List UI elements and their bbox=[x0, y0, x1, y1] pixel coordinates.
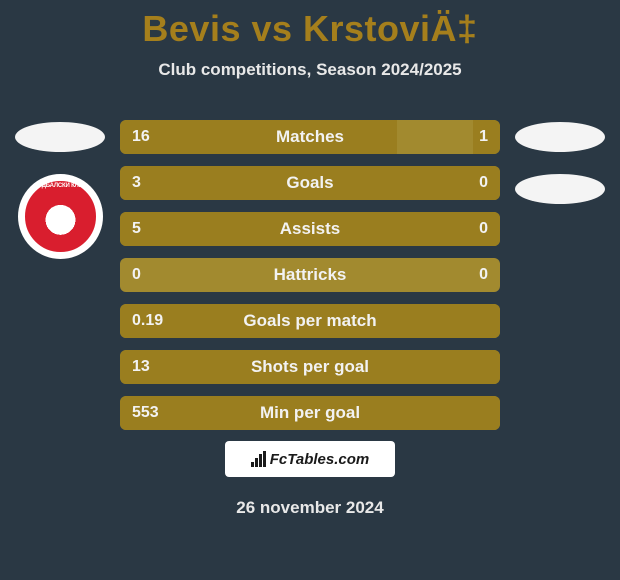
right-player-column bbox=[500, 120, 620, 430]
stats-area: ФУДБАЛСКИ КЛУБ 16Matches1 3Goals0 5Assists… bbox=[0, 120, 620, 430]
stat-row: 3Goals0 bbox=[120, 166, 500, 200]
stat-label: Matches bbox=[120, 127, 500, 147]
stat-right-value: 0 bbox=[479, 174, 488, 192]
stat-row: 16Matches1 bbox=[120, 120, 500, 154]
stat-label: Hattricks bbox=[120, 265, 500, 285]
stat-bars: 16Matches13Goals05Assists00Hattricks00.1… bbox=[120, 120, 500, 430]
stat-label: Shots per goal bbox=[120, 357, 500, 377]
stat-label: Assists bbox=[120, 219, 500, 239]
subtitle: Club competitions, Season 2024/2025 bbox=[0, 60, 620, 80]
stat-row: 553Min per goal bbox=[120, 396, 500, 430]
stat-row: 0Hattricks0 bbox=[120, 258, 500, 292]
source-badge: FcTables.com bbox=[225, 441, 395, 477]
stat-right-value: 0 bbox=[479, 220, 488, 238]
stat-right-value: 1 bbox=[479, 128, 488, 146]
stat-label: Goals bbox=[120, 173, 500, 193]
page-title: Bevis vs KrstoviÄ‡ bbox=[0, 0, 620, 50]
stat-label: Min per goal bbox=[120, 403, 500, 423]
bars-icon bbox=[251, 451, 266, 467]
stat-row: 0.19Goals per match bbox=[120, 304, 500, 338]
shield-icon bbox=[25, 181, 96, 252]
date-line: 26 november 2024 bbox=[0, 498, 620, 518]
player-right-club-oval bbox=[515, 174, 605, 204]
stat-row: 13Shots per goal bbox=[120, 350, 500, 384]
club-logo-text: ФУДБАЛСКИ КЛУБ bbox=[21, 183, 100, 189]
stat-right-value: 0 bbox=[479, 266, 488, 284]
player-left-club-logo: ФУДБАЛСКИ КЛУБ bbox=[18, 174, 103, 259]
source-label: FcTables.com bbox=[270, 451, 369, 468]
stat-label: Goals per match bbox=[120, 311, 500, 331]
left-player-column: ФУДБАЛСКИ КЛУБ bbox=[0, 120, 120, 430]
stat-row: 5Assists0 bbox=[120, 212, 500, 246]
player-left-oval bbox=[15, 122, 105, 152]
player-right-oval bbox=[515, 122, 605, 152]
